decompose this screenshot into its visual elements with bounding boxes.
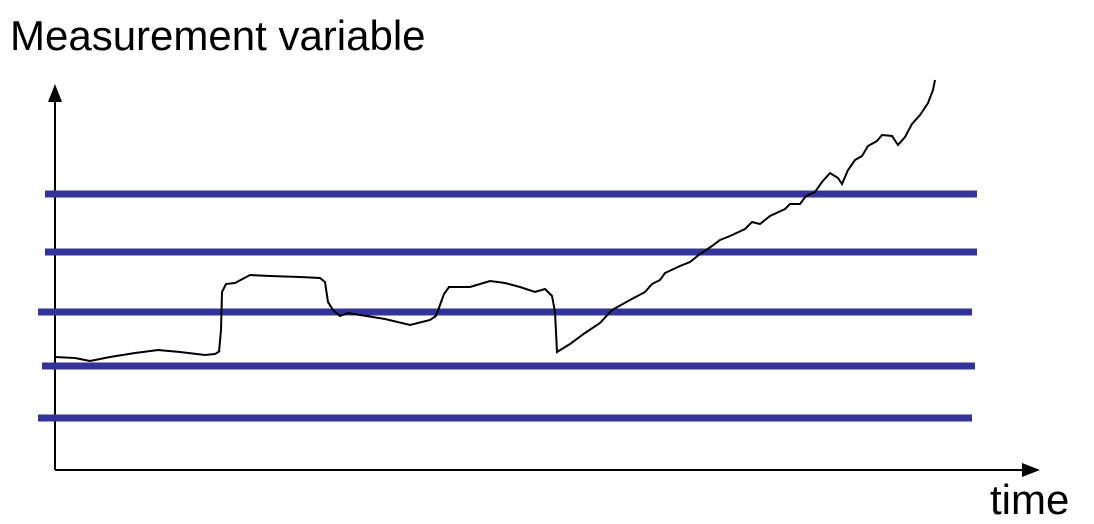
x-axis-label: time (990, 476, 1069, 523)
axes (48, 84, 1040, 477)
y-arrow (48, 84, 62, 102)
title: Measurement variable (10, 12, 426, 59)
x-arrow (1022, 463, 1040, 477)
threshold-lines (38, 190, 977, 422)
measurement-curve (54, 79, 936, 363)
